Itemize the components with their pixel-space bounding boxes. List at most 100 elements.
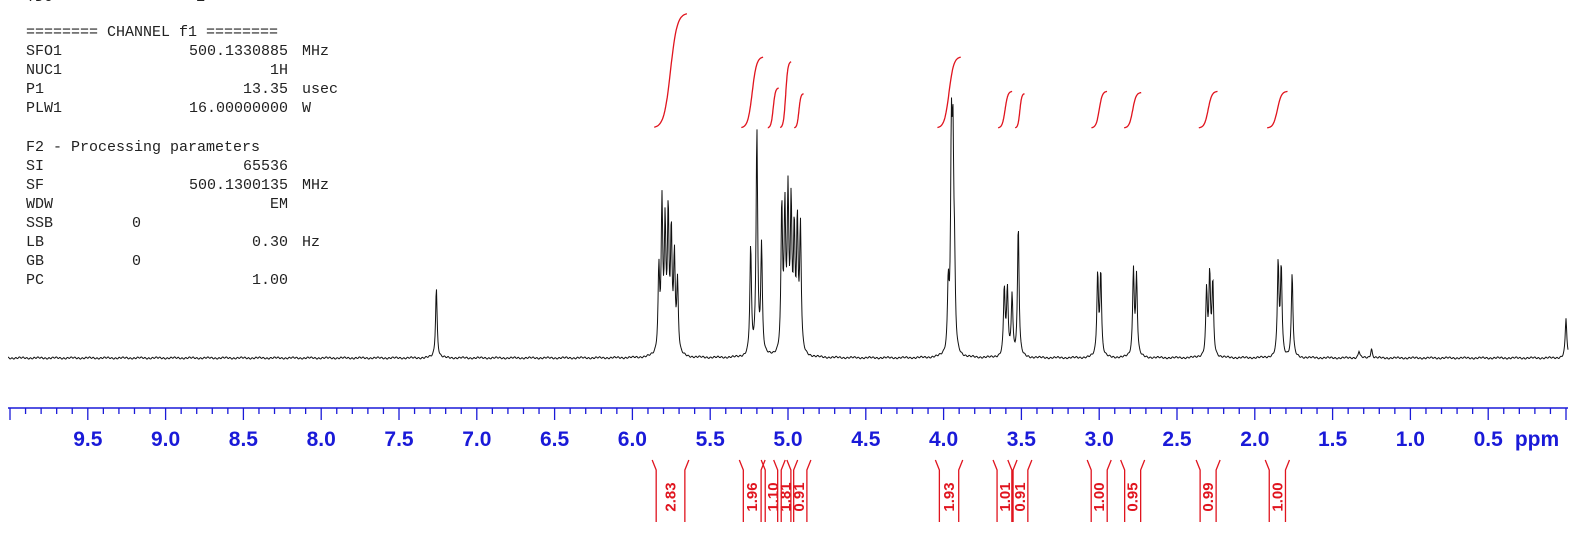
param-key: SI — [26, 158, 45, 175]
integral-bracket-lines — [934, 459, 964, 522]
param-key: LB — [26, 234, 45, 251]
integral-bracket-lines — [760, 459, 786, 522]
integral-bracket: 2.83 — [651, 459, 690, 522]
param-unit: MHz — [302, 177, 330, 194]
param-key: WDW — [26, 196, 54, 213]
integral-value: 0.91 — [791, 482, 808, 511]
tick-label: 9.5 — [73, 428, 103, 451]
tick-label: 6.5 — [540, 428, 570, 451]
integral-curve — [767, 87, 779, 129]
param-key: SFO1 — [26, 43, 63, 60]
integral-curve — [937, 56, 961, 129]
integral-bracket-lines — [651, 459, 690, 522]
spectrum-line — [8, 97, 1569, 360]
integral-curve — [1014, 93, 1025, 129]
param-value: 500.1330885 — [188, 43, 288, 60]
integral-value: 1.00 — [1269, 482, 1286, 511]
tick-label: 0.5 — [1474, 428, 1504, 451]
param-unit: MHz — [302, 43, 330, 60]
param-unit: W — [302, 100, 312, 117]
integral-value: 0.95 — [1125, 482, 1142, 511]
tick-label: 1.0 — [1396, 428, 1425, 451]
integral-value: 2.83 — [663, 482, 680, 511]
tick-label: 8.0 — [307, 428, 336, 451]
integral-bracket-lines — [992, 459, 1018, 522]
integral-curve — [1123, 91, 1142, 129]
tick-label: 4.5 — [851, 428, 881, 451]
integral-bracket-lines — [1120, 459, 1146, 522]
axis-unit-label: ppm — [1515, 428, 1559, 451]
tick-label: 5.0 — [773, 428, 802, 451]
param-value: 13.35 — [242, 81, 288, 98]
param-key: TD0 — [26, 0, 53, 7]
integral-bracket: 1.96 — [738, 459, 766, 522]
param-value: 65536 — [242, 158, 288, 175]
integral-bracket-lines — [1264, 459, 1291, 522]
integral-curves — [654, 13, 1288, 129]
tick-label: 8.5 — [229, 428, 259, 451]
tick-label: 4.0 — [929, 428, 958, 451]
integral-value: 0.99 — [1200, 482, 1217, 511]
tick-label: 6.0 — [618, 428, 647, 451]
integral-labels: 2.83 1.96 1.101.810.91 1.93 1.010.91 1.00 0.95… — [651, 459, 1291, 522]
integral-value: 0.91 — [1012, 482, 1029, 511]
param-unit: Hz — [302, 234, 321, 251]
param-value: 0 — [132, 215, 142, 232]
param-key: SSB — [26, 215, 54, 232]
integral-bracket: 1.93 — [934, 459, 964, 522]
integral-bracket-lines — [773, 459, 799, 522]
tick-label: 3.5 — [1007, 428, 1037, 451]
param-key: SF — [26, 177, 45, 194]
integral-bracket-lines — [1086, 459, 1112, 522]
tick-label: 7.5 — [384, 428, 414, 451]
integral-curve — [793, 93, 804, 129]
param-value: EM — [269, 196, 288, 213]
integral-curve — [1267, 90, 1288, 129]
integral-bracket-lines — [786, 459, 812, 522]
param-key: PLW1 — [26, 100, 63, 117]
tick-label: 7.0 — [462, 428, 491, 451]
param-value: 16.00000000 — [188, 100, 288, 117]
integral-bracket: 0.99 — [1195, 459, 1221, 522]
tick-label: 1.5 — [1318, 428, 1348, 451]
integral-curve — [997, 90, 1013, 129]
tick-label: 5.5 — [696, 428, 726, 451]
integral-bracket: 0.91 — [786, 459, 812, 522]
param-value: 1 — [196, 0, 205, 7]
param-value: 500.1300135 — [188, 177, 288, 194]
integral-curve — [1091, 90, 1108, 129]
integral-bracket: 1.00 — [1086, 459, 1112, 522]
param-unit: usec — [302, 81, 339, 98]
param-key: P1 — [26, 81, 45, 98]
channel-header-text: ======== CHANNEL f1 ======== — [26, 24, 279, 41]
integral-curve — [741, 56, 764, 129]
integral-curve — [654, 13, 688, 128]
integral-value: 1.00 — [1091, 482, 1108, 511]
integral-bracket-lines — [1007, 459, 1033, 522]
tick-label: 9.0 — [151, 428, 180, 451]
param-value: 0.30 — [251, 234, 288, 251]
ppm-axis: 9.5 9.0 8.5 8.0 7.5 7.0 6.5 6.0 5.5 5.0 4.5 4.0 3.5 3… — [8, 407, 1568, 451]
integral-bracket-lines — [1195, 459, 1221, 522]
processing-header-text: F2 - Processing parameters — [26, 139, 261, 156]
integral-curve — [1198, 90, 1218, 129]
integral-bracket: 1.01 — [992, 459, 1018, 522]
param-value: 1H — [269, 62, 288, 79]
integral-bracket: 0.91 — [1007, 459, 1033, 522]
param-key: PC — [26, 272, 45, 289]
integral-value: 1.01 — [997, 482, 1014, 511]
tick-label: 2.5 — [1162, 428, 1192, 451]
param-value: 1.00 — [251, 272, 288, 289]
integral-value: 1.93 — [941, 482, 958, 511]
param-key: GB — [26, 253, 45, 270]
integral-bracket-lines — [738, 459, 766, 522]
integral-curve — [779, 61, 792, 129]
tick-label: 2.0 — [1240, 428, 1269, 451]
param-value: 0 — [132, 253, 142, 270]
tick-label: 3.0 — [1085, 428, 1114, 451]
integral-bracket: 0.95 — [1120, 459, 1146, 522]
integral-value: 1.96 — [744, 482, 761, 511]
integral-bracket: 1.00 — [1264, 459, 1291, 522]
param-key: NUC1 — [26, 62, 63, 79]
